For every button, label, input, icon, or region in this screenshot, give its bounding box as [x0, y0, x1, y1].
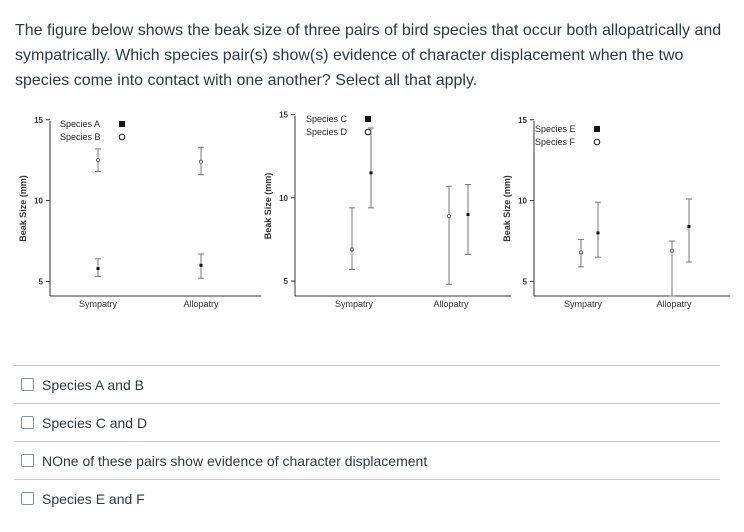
- data-point-filled: [199, 263, 203, 267]
- option-species-a-b[interactable]: Species A and B: [14, 365, 720, 403]
- chart-panel-2: 5 10 15 Beak Size (mm) Sympatry Allopatry Spec…: [263, 111, 511, 309]
- x-category-label: Sympatry: [79, 299, 118, 309]
- option-label: NOne of these pairs show evidence of cha…: [42, 452, 428, 469]
- y-tick-label: 15: [279, 111, 288, 120]
- data-point-filled: [596, 231, 600, 235]
- chart-panel-3: 5 10 15 Beak Size (mm) Sympatry Allopatry Spec…: [502, 116, 734, 309]
- legend-marker-open: [118, 133, 126, 141]
- y-axis-label: Beak Size (mm): [502, 175, 512, 242]
- legend-label: Species B: [60, 132, 101, 142]
- chart-panel-1: 5 10 15 Beak Size (mm) Sympatry Allopatry Spec…: [18, 116, 261, 309]
- option-label: Species C and D: [42, 414, 148, 431]
- option-none[interactable]: NOne of these pairs show evidence of cha…: [14, 441, 720, 479]
- checkbox-icon[interactable]: [21, 416, 34, 429]
- y-tick-label: 10: [34, 197, 43, 206]
- data-point-filled: [466, 212, 470, 216]
- y-tick-label: 10: [279, 194, 288, 203]
- legend-marker-open: [364, 128, 372, 136]
- legend-label: Species C: [306, 114, 348, 124]
- beak-size-charts: 5 10 15 Beak Size (mm) Sympatry Allopatry Spec…: [18, 111, 734, 309]
- data-point-open: [670, 248, 675, 253]
- option-species-c-d[interactable]: Species C and D: [14, 403, 720, 441]
- y-axis-label: Beak Size (mm): [18, 175, 28, 242]
- legend-marker-filled: [119, 121, 125, 127]
- legend-marker-filled: [594, 126, 600, 132]
- legend-label: Species E: [535, 124, 576, 134]
- beak-size-figure: 5 10 15 Beak Size (mm) Sympatry Allopatry Spec…: [14, 106, 734, 336]
- data-point-filled: [369, 171, 373, 175]
- question-text: The figure below shows the beak size of …: [15, 22, 722, 89]
- legend-label: Species D: [306, 127, 348, 137]
- option-label: Species A and B: [42, 376, 144, 393]
- y-tick-label: 5: [39, 277, 44, 286]
- option-label: Species E and F: [42, 490, 145, 507]
- option-species-e-f[interactable]: Species E and F: [14, 479, 720, 517]
- y-tick-label: 15: [518, 116, 527, 125]
- y-tick-label: 5: [284, 277, 289, 286]
- y-tick-label: 15: [34, 116, 43, 125]
- legend-marker-filled: [365, 116, 371, 122]
- legend-marker-open: [593, 138, 601, 146]
- x-category-label: Sympatry: [335, 299, 374, 309]
- data-point-filled: [687, 224, 691, 228]
- x-category-label: Allopatry: [656, 299, 692, 309]
- y-tick-label: 5: [523, 277, 528, 286]
- x-category-label: Allopatry: [433, 299, 469, 309]
- checkbox-icon[interactable]: [21, 492, 34, 505]
- x-category-label: Sympatry: [564, 299, 603, 309]
- data-point-filled: [96, 267, 100, 271]
- legend-label: Species A: [60, 119, 100, 129]
- legend-label: Species F: [535, 137, 576, 147]
- checkbox-icon[interactable]: [21, 378, 34, 391]
- answer-options: Species A and B Species C and D NOne of …: [14, 365, 720, 517]
- data-point-open: [96, 158, 101, 163]
- y-axis-label: Beak Size (mm): [263, 173, 273, 240]
- checkbox-icon[interactable]: [21, 454, 34, 467]
- data-point-open: [579, 250, 584, 255]
- x-category-label: Allopatry: [183, 299, 219, 309]
- data-point-open: [198, 159, 203, 164]
- data-point-open: [446, 214, 451, 219]
- y-tick-label: 10: [518, 197, 527, 206]
- data-point-open: [349, 247, 354, 252]
